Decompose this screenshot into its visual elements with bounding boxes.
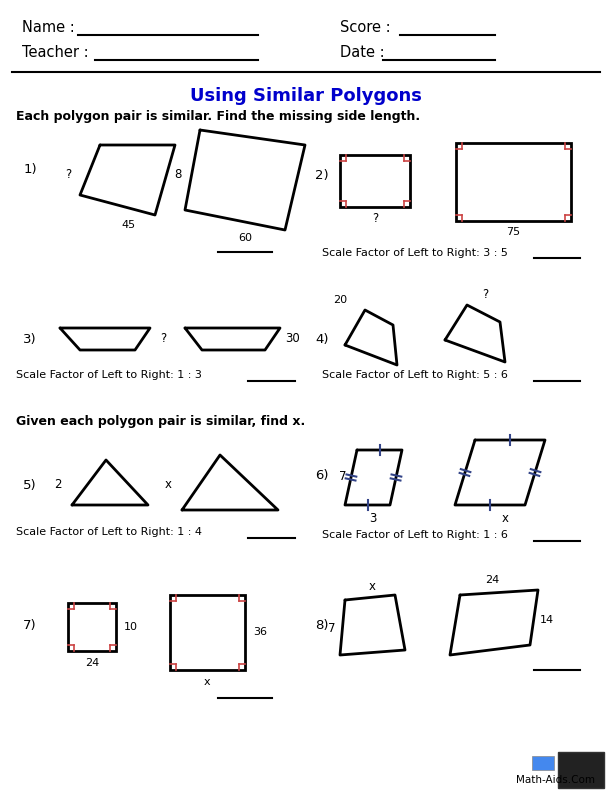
Text: 36: 36 [253,627,267,637]
Text: 4): 4) [315,333,329,345]
Text: ?: ? [160,333,166,345]
Text: ?: ? [65,169,71,181]
Bar [340,155,410,207]
Text: 10: 10 [124,622,138,632]
Text: 7: 7 [328,622,336,634]
Text: Given each polygon pair is similar, find x.: Given each polygon pair is similar, find… [16,415,305,428]
Text: 24: 24 [85,658,99,668]
Bar [532,756,554,770]
Text: 20: 20 [333,295,347,305]
Text: Scale Factor of Left to Right: 1 : 3: Scale Factor of Left to Right: 1 : 3 [16,370,202,380]
Bar [558,752,604,788]
Text: Scale Factor of Left to Right: 1 : 6: Scale Factor of Left to Right: 1 : 6 [322,530,508,540]
Text: 2: 2 [54,478,62,492]
Text: 6): 6) [315,469,329,482]
Text: 8: 8 [174,169,182,181]
Text: ?: ? [372,211,378,224]
Text: Scale Factor of Left to Right: 5 : 6: Scale Factor of Left to Right: 5 : 6 [322,370,508,380]
Text: 60: 60 [238,233,252,243]
Text: 3): 3) [23,333,37,345]
Text: ?: ? [482,288,488,302]
Text: x: x [204,677,211,687]
Text: 8): 8) [315,619,329,631]
Text: 14: 14 [540,615,554,625]
Text: 5): 5) [23,478,37,492]
Text: x: x [165,478,171,492]
Text: 3: 3 [369,512,377,524]
Text: 75: 75 [506,227,520,237]
Text: Score :: Score : [340,20,390,35]
Text: Scale Factor of Left to Right: 3 : 5: Scale Factor of Left to Right: 3 : 5 [322,248,508,258]
Bar [68,603,116,651]
Text: Each polygon pair is similar. Find the missing side length.: Each polygon pair is similar. Find the m… [16,110,420,123]
Text: 45: 45 [121,220,135,230]
Text: Name :: Name : [22,20,75,35]
Text: Using Similar Polygons: Using Similar Polygons [190,87,422,105]
Text: 2): 2) [315,169,329,181]
Text: x: x [501,512,509,524]
Text: x: x [368,581,376,593]
Text: Teacher :: Teacher : [22,45,89,60]
Bar [170,595,245,670]
Text: 1): 1) [23,163,37,177]
Bar [456,143,571,221]
Text: 7: 7 [339,470,347,482]
Text: 30: 30 [286,332,300,345]
Text: Scale Factor of Left to Right: 1 : 4: Scale Factor of Left to Right: 1 : 4 [16,527,202,537]
Text: Date :: Date : [340,45,384,60]
Text: Math-Aids.Com: Math-Aids.Com [516,775,595,785]
Text: 24: 24 [485,575,499,585]
Text: 7): 7) [23,619,37,631]
